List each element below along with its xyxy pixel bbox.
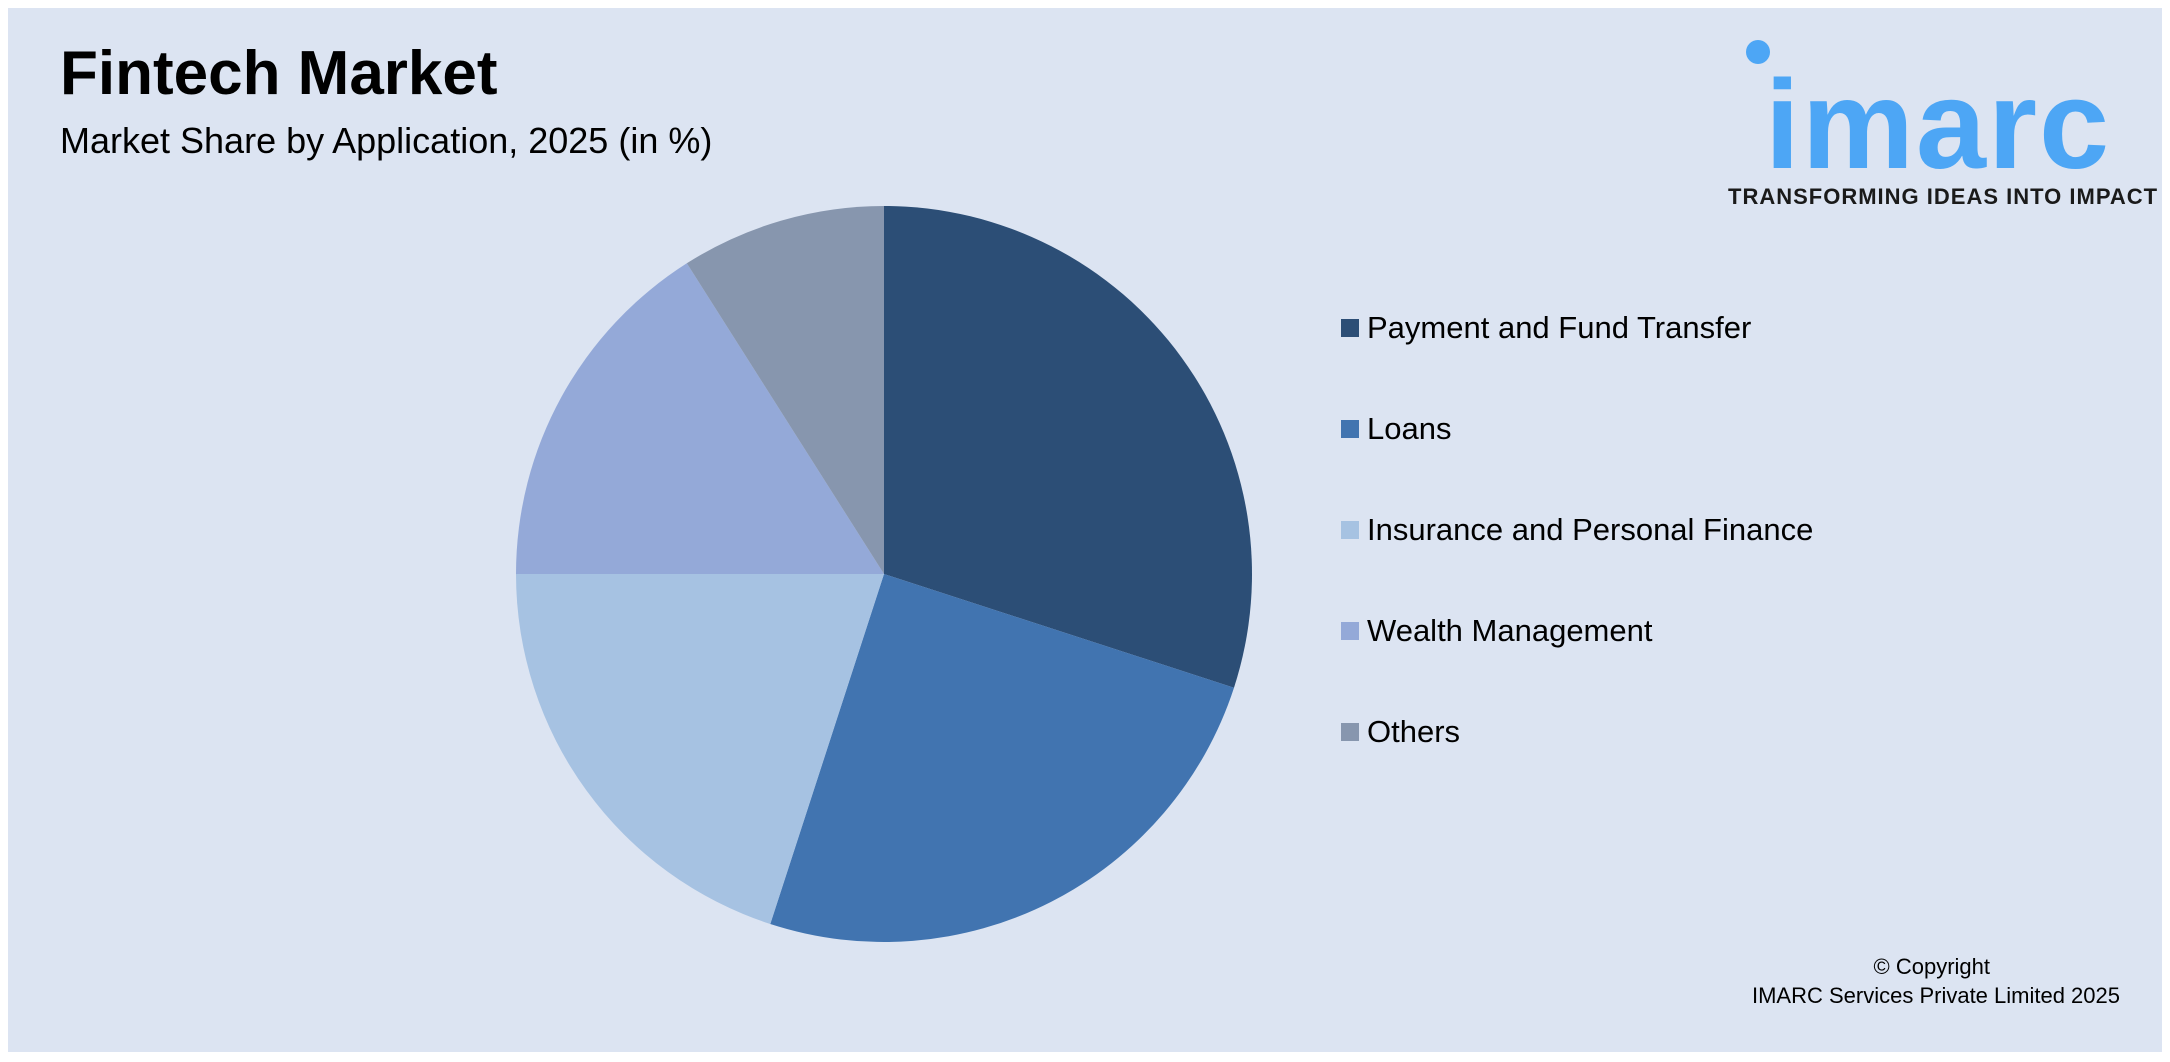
- legend-swatch: [1341, 319, 1359, 337]
- copyright-line-2: IMARC Services Private Limited 2025: [1751, 983, 2120, 1008]
- legend-item: Payment and Fund Transfer: [1341, 308, 1751, 348]
- legend-swatch: [1341, 622, 1359, 640]
- imarc-logo: imarc TRANSFORMING IDEAS INTO IMPACT: [1728, 28, 2158, 218]
- pie-slice-loans: [770, 574, 1234, 942]
- legend-label: Payment and Fund Transfer: [1367, 310, 1752, 345]
- legend-item: Others: [1341, 712, 1460, 752]
- pie-slice-others: [686, 206, 884, 574]
- legend-swatch: [1341, 420, 1359, 438]
- pie-slice-insurance-and-personal-finance: [516, 574, 884, 924]
- copyright-notice: © Copyright IMARC Services Private Limit…: [1620, 952, 2120, 1010]
- legend-label: Others: [1367, 714, 1461, 749]
- chart-subtitle: Market Share by Application, 2025 (in %): [60, 120, 713, 161]
- pie-slice-payment-and-fund-transfer: [884, 206, 1252, 688]
- legend-label: Wealth Management: [1367, 613, 1653, 648]
- logo-wordmark: imarc: [1764, 54, 2112, 195]
- legend-swatch: [1341, 723, 1359, 741]
- logo-dot-icon: [1746, 40, 1770, 64]
- logo-tagline: TRANSFORMING IDEAS INTO IMPACT: [1728, 184, 2159, 209]
- legend-item: Loans: [1341, 409, 1451, 449]
- legend-item: Insurance and Personal Finance: [1341, 510, 1813, 550]
- chart-title: Fintech Market: [60, 39, 498, 108]
- copyright-line-1: © Copyright: [1873, 954, 1990, 979]
- chart-canvas: Fintech Market Market Share by Applicati…: [8, 8, 2162, 1052]
- legend-swatch: [1341, 521, 1359, 539]
- legend-label: Loans: [1367, 411, 1452, 446]
- pie-chart: [516, 206, 1252, 942]
- pie-slice-wealth-management: [516, 263, 884, 574]
- legend-label: Insurance and Personal Finance: [1367, 512, 1814, 547]
- legend-item: Wealth Management: [1341, 611, 1652, 651]
